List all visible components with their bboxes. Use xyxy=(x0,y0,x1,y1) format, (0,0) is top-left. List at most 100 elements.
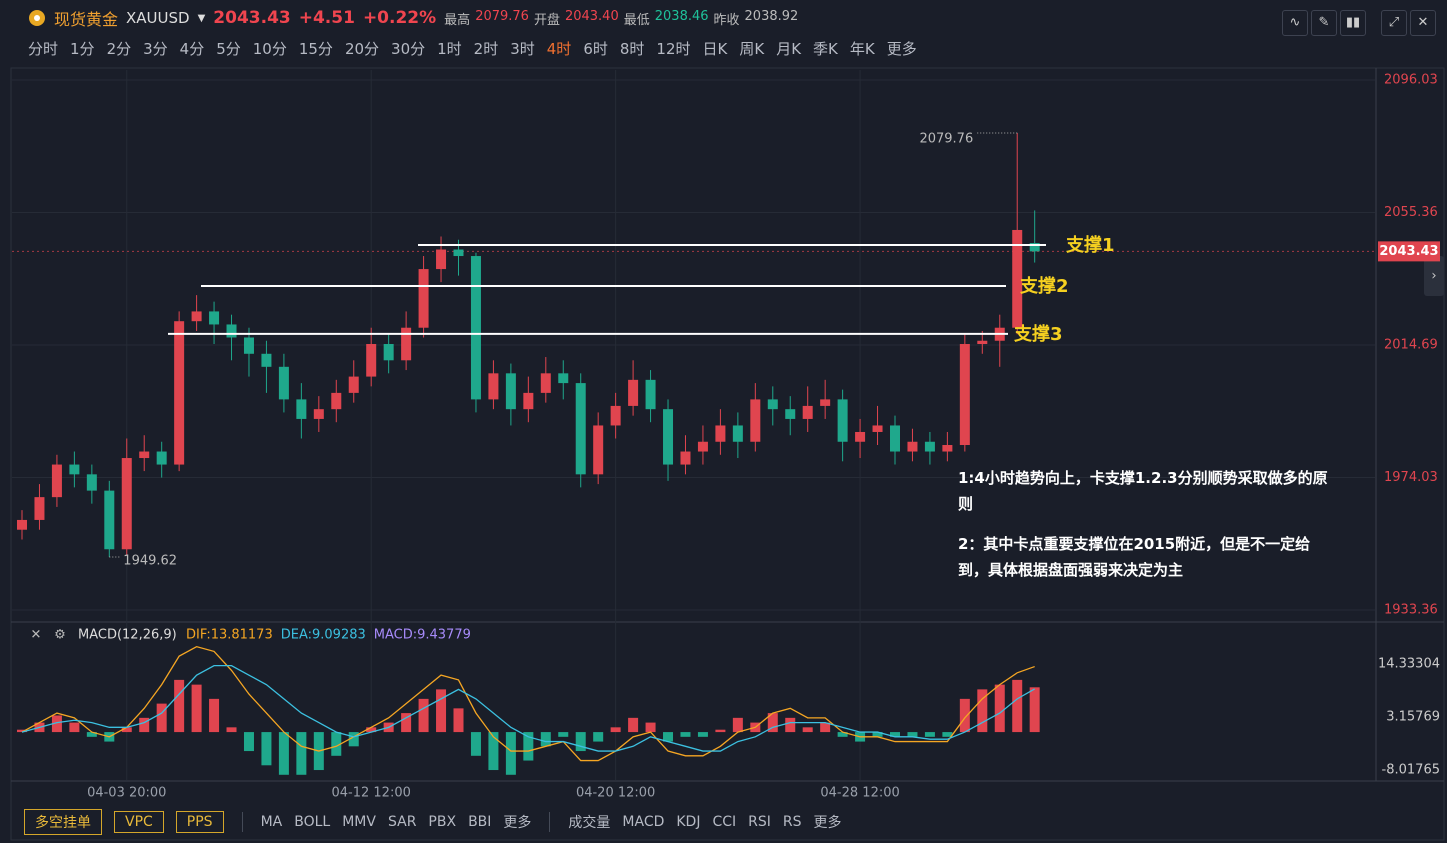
candle-body xyxy=(261,353,272,367)
timeframe[interactable]: 5分 xyxy=(216,40,241,58)
tool-icon[interactable]: ✎ xyxy=(1311,10,1337,36)
settings-indicator[interactable]: ⚙ xyxy=(54,628,66,643)
indicator[interactable]: MMV xyxy=(342,814,376,830)
indicator[interactable]: CCI xyxy=(712,814,737,830)
indicator[interactable]: PBX xyxy=(428,814,457,830)
macd-bar xyxy=(436,689,447,733)
timeframe[interactable]: 日K xyxy=(702,40,728,58)
tool-icon[interactable]: ▮▮ xyxy=(1340,10,1366,36)
macd-bar xyxy=(226,727,237,733)
candle-body xyxy=(383,344,394,361)
timeframe[interactable]: 8时 xyxy=(619,40,645,58)
macd-bar xyxy=(191,684,202,733)
timeframe[interactable]: 1时 xyxy=(437,40,462,58)
timeframe[interactable]: 3时 xyxy=(510,40,535,58)
candle-body xyxy=(139,451,150,459)
macd-bar xyxy=(575,732,586,752)
toolbar-button[interactable]: VPC xyxy=(114,811,164,833)
timeframe[interactable]: 周K xyxy=(739,40,765,58)
stat-value: 2038.92 xyxy=(744,8,799,24)
candle-body xyxy=(558,373,569,384)
side-toggle[interactable] xyxy=(1424,256,1444,296)
timeframe[interactable]: 2时 xyxy=(473,40,499,58)
x-tick-label: 04-28 12:00 xyxy=(820,786,899,801)
support-label: 支撑1 xyxy=(1065,234,1115,256)
expand-icon[interactable]: ⤢ xyxy=(1381,10,1407,36)
symbol-code[interactable]: XAUUSD xyxy=(126,9,190,27)
macd-bar xyxy=(366,727,377,733)
macd-bar xyxy=(69,722,80,733)
timeframe[interactable]: 4分 xyxy=(179,40,205,58)
macd-bar xyxy=(540,732,551,747)
timeframe[interactable]: 30分 xyxy=(391,40,426,58)
tool-icon[interactable]: ∿ xyxy=(1282,10,1308,36)
timeframe[interactable]: 12时 xyxy=(656,40,691,58)
last-price-label: 2043.43 xyxy=(1379,244,1438,259)
timeframe[interactable]: 10分 xyxy=(252,40,287,58)
macd-bar xyxy=(680,732,691,737)
toolbar-button[interactable]: 多空挂单 xyxy=(24,809,102,835)
macd-bar xyxy=(837,732,848,737)
y-tick-label: 1974.03 xyxy=(1384,470,1438,485)
macd-bar xyxy=(209,698,220,733)
candle-body xyxy=(907,441,918,452)
candle-body xyxy=(628,379,639,406)
indicator[interactable]: SAR xyxy=(387,814,417,830)
macd-bar xyxy=(593,732,604,742)
candle-body xyxy=(890,425,900,452)
indicator[interactable]: BOLL xyxy=(294,814,331,830)
candle-body xyxy=(174,321,185,465)
stat-label: 昨收 xyxy=(713,12,740,28)
close-indicator[interactable]: ✕ xyxy=(31,628,42,643)
timeframe[interactable]: 年K xyxy=(849,40,875,58)
indicator[interactable]: BBI xyxy=(468,814,492,830)
indicator[interactable]: 成交量 xyxy=(568,815,611,831)
timeframe[interactable]: 更多 xyxy=(886,40,917,58)
macd-bar xyxy=(453,708,464,733)
indicator[interactable]: KDJ xyxy=(676,814,701,830)
timeframe[interactable]: 3分 xyxy=(143,40,168,58)
toolbar-button[interactable]: PPS xyxy=(175,811,224,833)
candle-body xyxy=(313,409,324,419)
indicator[interactable]: MA xyxy=(260,814,283,830)
timeframe[interactable]: 2分 xyxy=(106,40,132,58)
candle-body xyxy=(86,474,97,491)
stat-label: 最高 xyxy=(444,12,471,28)
last-price-tag xyxy=(1378,241,1440,262)
candle-body xyxy=(924,441,935,452)
macd-bar xyxy=(663,732,674,742)
candle-body xyxy=(104,490,115,550)
candle-body xyxy=(278,366,289,400)
timeframe[interactable]: 6时 xyxy=(583,40,608,58)
dropdown[interactable]: ▼ xyxy=(197,12,206,24)
timeframe[interactable]: 1分 xyxy=(70,40,95,58)
close-icon[interactable]: ✕ xyxy=(1410,10,1436,36)
macd-bar xyxy=(121,727,132,733)
timeframe[interactable]: 20分 xyxy=(344,40,380,58)
timeframe[interactable]: 分时 xyxy=(28,40,59,58)
indicator[interactable]: MACD xyxy=(622,814,665,830)
timeframe[interactable]: 15分 xyxy=(298,40,333,58)
macd-bar xyxy=(628,717,639,733)
candle-body xyxy=(540,373,551,393)
macd-bar xyxy=(278,732,289,775)
timeframe[interactable]: 月K xyxy=(776,40,802,58)
indicator[interactable]: RSI xyxy=(748,814,771,830)
timeframe[interactable]: 季K xyxy=(813,40,838,58)
candle-body xyxy=(523,392,534,410)
indicator[interactable]: RS xyxy=(782,814,802,830)
macd-bar xyxy=(174,679,185,733)
macd-bar xyxy=(820,722,831,733)
note-paragraph: 1:4小时趋势向上，卡支撑1.2.3分别顺势采取做多的原则 xyxy=(958,469,1328,513)
macd-bar xyxy=(505,732,516,775)
stat-value: 2043.40 xyxy=(564,8,619,24)
timeframe[interactable]: 4时 xyxy=(546,40,572,58)
y-tick-label: 2014.69 xyxy=(1384,338,1438,353)
candle-body xyxy=(505,373,516,410)
toolbar: 多空挂单 VPC PPS MA BOLL MMV SAR PBX BBI 更多 成交量 MACD KDJ… xyxy=(24,809,842,835)
macd-bar xyxy=(697,732,708,737)
indicator-title: MACD(12,26,9) xyxy=(78,628,177,643)
indicator[interactable]: 更多 xyxy=(503,815,532,831)
indicator[interactable]: 更多 xyxy=(813,815,842,831)
